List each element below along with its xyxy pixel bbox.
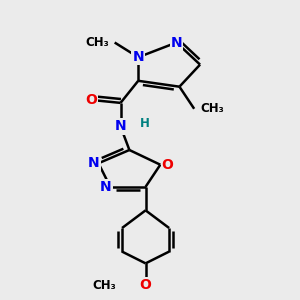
- Text: H: H: [140, 117, 150, 130]
- Text: O: O: [162, 158, 174, 172]
- Text: N: N: [115, 119, 126, 134]
- Text: CH₃: CH₃: [92, 279, 116, 292]
- Text: N: N: [88, 156, 100, 170]
- Text: CH₃: CH₃: [200, 102, 224, 115]
- Text: O: O: [140, 278, 152, 292]
- Text: N: N: [100, 180, 112, 194]
- Text: CH₃: CH₃: [85, 36, 109, 49]
- Text: O: O: [85, 93, 97, 107]
- Text: N: N: [171, 35, 182, 50]
- Text: N: N: [132, 50, 144, 64]
